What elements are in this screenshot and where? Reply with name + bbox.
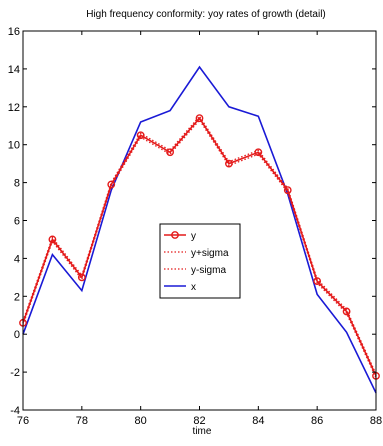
data-point-y — [77, 273, 86, 282]
data-point-y — [313, 277, 322, 286]
y-tick-label: -4 — [10, 405, 20, 417]
series-line-y — [22, 116, 377, 377]
legend-label-y-sigma: y-sigma — [191, 265, 226, 276]
data-point-y — [136, 131, 145, 140]
x-tick-label: 76 — [17, 415, 29, 427]
data-point-y — [107, 180, 116, 189]
data-point-y — [195, 114, 204, 123]
y-tick-label: 14 — [8, 64, 20, 76]
plot-frame — [22, 30, 377, 411]
y-tick-label: 2 — [14, 291, 20, 303]
legend-label-x: x — [191, 282, 196, 293]
x-tick-label: 86 — [311, 415, 323, 427]
x-tick-label: 84 — [252, 415, 264, 427]
x-axis-label: time — [193, 426, 212, 437]
data-point-y — [254, 148, 263, 157]
legend: y y+sigma y-sigma x — [159, 223, 241, 299]
y-tick-label: 0 — [14, 329, 20, 341]
y-tick-label: -2 — [10, 367, 20, 379]
x-tick-label: 88 — [370, 415, 382, 427]
data-point-y — [225, 159, 233, 168]
y-tick-label: 6 — [14, 216, 20, 228]
series-layer — [19, 65, 380, 394]
series-line-x — [22, 65, 377, 394]
x-tick-label: 80 — [135, 415, 147, 427]
data-point-y — [283, 186, 292, 195]
y-tick-label: 16 — [8, 26, 20, 38]
y-tick-label: 4 — [14, 253, 20, 265]
legend-label-y: y — [191, 231, 196, 242]
data-point-y — [166, 148, 174, 157]
x-tick-label: 82 — [193, 415, 205, 427]
series-line-y-sigma — [22, 118, 377, 379]
y-tick-label: 10 — [8, 140, 20, 152]
data-point-y — [48, 235, 57, 244]
y-tick-label: 8 — [14, 178, 20, 190]
axes-layer: 76 78 80 82 84 86 88 -4 -2 0 2 4 6 8 10 12 14 16 — [8, 26, 382, 427]
chart-title: High frequency conformity: yoy rates of … — [86, 9, 326, 20]
data-point-y — [342, 307, 351, 316]
legend-label-y-sigma: y+sigma — [191, 248, 229, 259]
legend-marker-y — [171, 231, 179, 239]
y-tick-label: 12 — [8, 102, 20, 114]
x-tick-label: 78 — [76, 415, 88, 427]
